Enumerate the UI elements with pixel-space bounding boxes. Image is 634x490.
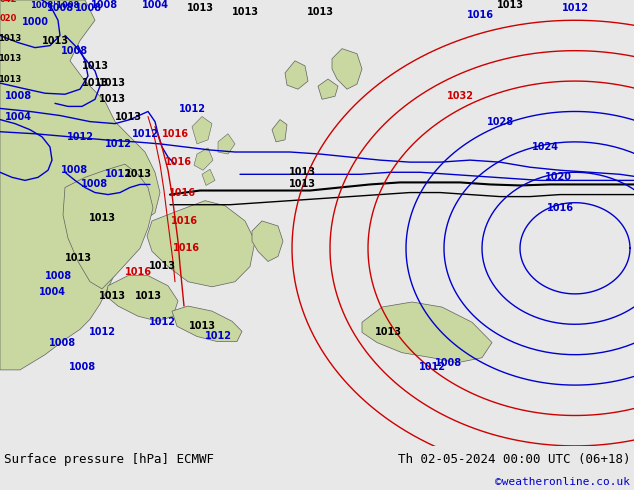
Text: 1012: 1012 [205, 331, 231, 342]
Text: 1016: 1016 [162, 129, 188, 139]
Text: 1008: 1008 [4, 91, 32, 101]
Text: 1013: 1013 [231, 7, 259, 17]
Text: 1032: 1032 [446, 91, 474, 101]
Polygon shape [362, 302, 492, 363]
Text: 1013: 1013 [98, 78, 126, 88]
Text: 1013: 1013 [98, 94, 126, 104]
Polygon shape [192, 117, 212, 144]
Polygon shape [106, 276, 178, 321]
Text: 1004: 1004 [39, 287, 65, 297]
Text: 042: 042 [0, 0, 16, 4]
Text: 1013: 1013 [115, 112, 141, 122]
Text: 1013: 1013 [89, 213, 115, 223]
Text: 1012: 1012 [148, 317, 176, 327]
Text: ©weatheronline.co.uk: ©weatheronline.co.uk [495, 477, 630, 487]
Text: 1013: 1013 [41, 36, 68, 46]
Text: 1012: 1012 [179, 104, 205, 115]
Text: 1013: 1013 [288, 167, 316, 177]
Text: 1013: 1013 [82, 61, 108, 71]
Polygon shape [194, 148, 213, 170]
Text: 1008: 1008 [74, 3, 101, 13]
Polygon shape [147, 201, 255, 287]
Polygon shape [272, 120, 287, 142]
Text: 1013: 1013 [0, 34, 22, 43]
Text: 1013: 1013 [375, 327, 401, 338]
Text: 1013: 1013 [288, 179, 316, 190]
Polygon shape [332, 49, 362, 89]
Text: 1016: 1016 [171, 216, 198, 226]
Text: 1013: 1013 [148, 261, 176, 270]
Text: 1008: 1008 [91, 0, 119, 10]
Text: 1013: 1013 [134, 291, 162, 301]
Text: 1016: 1016 [164, 157, 191, 167]
Polygon shape [172, 306, 242, 342]
Text: 1008: 1008 [68, 362, 96, 372]
Text: 1008: 1008 [434, 358, 462, 368]
Polygon shape [0, 0, 160, 370]
Text: 1013: 1013 [98, 291, 126, 301]
Text: 1013: 1013 [0, 54, 22, 63]
Text: 1008: 1008 [61, 165, 89, 175]
Text: 1013: 1013 [186, 3, 214, 13]
Text: Surface pressure [hPa] ECMWF: Surface pressure [hPa] ECMWF [4, 453, 214, 466]
Text: 1004: 1004 [141, 0, 169, 10]
Polygon shape [63, 164, 153, 289]
Text: 1008: 1008 [81, 179, 108, 190]
Text: 1020: 1020 [545, 172, 571, 182]
Text: 1008: 1008 [48, 338, 75, 347]
Text: 1012: 1012 [562, 3, 588, 13]
Text: 1004: 1004 [4, 112, 32, 122]
Text: 1008|1008: 1008|1008 [30, 0, 80, 10]
Text: 1013: 1013 [306, 7, 333, 17]
Text: 1016: 1016 [124, 267, 152, 276]
Text: 1013: 1013 [0, 74, 22, 84]
Text: 1013: 1013 [82, 78, 108, 88]
Polygon shape [318, 79, 338, 99]
Text: 1013: 1013 [188, 321, 216, 331]
Polygon shape [218, 134, 235, 154]
Text: 1008: 1008 [46, 3, 74, 13]
Text: 1016: 1016 [172, 244, 200, 253]
Text: 1016: 1016 [547, 203, 574, 213]
Text: 1000: 1000 [22, 17, 48, 27]
Text: 1013: 1013 [124, 170, 152, 179]
Text: 1016: 1016 [467, 10, 493, 20]
Text: 1013: 1013 [496, 0, 524, 10]
Text: 1012: 1012 [418, 362, 446, 372]
Polygon shape [285, 61, 308, 89]
Text: 1012: 1012 [105, 139, 131, 149]
Polygon shape [252, 221, 283, 262]
Text: 1012: 1012 [131, 129, 158, 139]
Text: 1016: 1016 [169, 188, 195, 197]
Text: 1008: 1008 [61, 46, 89, 56]
Text: 1012: 1012 [89, 327, 115, 338]
Text: 1024: 1024 [531, 142, 559, 152]
Text: 1012: 1012 [105, 170, 131, 179]
Text: 1028: 1028 [486, 117, 514, 126]
Text: 020: 020 [0, 14, 16, 23]
Text: 1008: 1008 [44, 270, 72, 281]
Text: 1012: 1012 [67, 132, 93, 142]
Polygon shape [202, 169, 215, 185]
Text: Th 02-05-2024 00:00 UTC (06+18): Th 02-05-2024 00:00 UTC (06+18) [398, 453, 630, 466]
Text: 1013: 1013 [65, 253, 91, 264]
